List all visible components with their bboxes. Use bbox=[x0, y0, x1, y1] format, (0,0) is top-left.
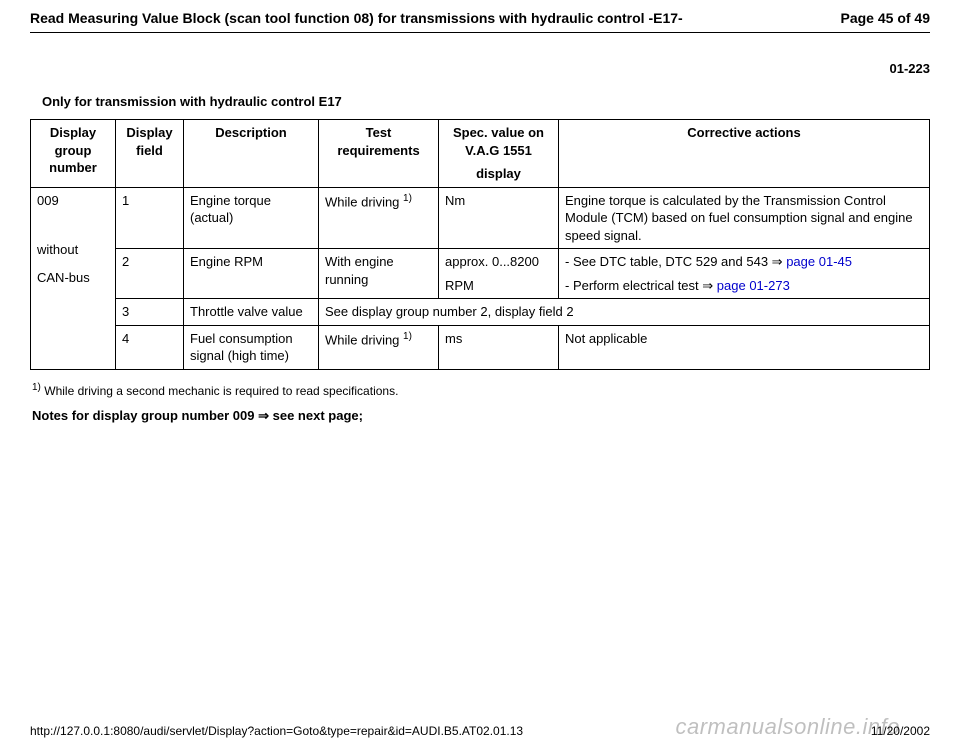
header-divider bbox=[30, 32, 930, 33]
description: Throttle valve value bbox=[184, 299, 319, 326]
group-line-1: 009 bbox=[37, 192, 109, 210]
test-sup: 1) bbox=[403, 193, 412, 204]
link-page-01-273[interactable]: page 01-273 bbox=[717, 278, 790, 293]
display-field: 1 bbox=[116, 187, 184, 249]
corr2-text: - Perform electrical test bbox=[565, 278, 702, 293]
col-header-field: Display field bbox=[116, 120, 184, 188]
spec-bot: RPM bbox=[445, 277, 552, 295]
spec-value: ms bbox=[439, 325, 559, 369]
corr-line-2: - Perform electrical test ⇒ page 01-273 bbox=[565, 277, 923, 295]
test-req: With engine running bbox=[319, 249, 439, 299]
page-indicator: Page 45 of 49 bbox=[841, 10, 931, 26]
spec-value: Nm bbox=[439, 187, 559, 249]
col-header-spec: Spec. value on V.A.G 1551 display bbox=[439, 120, 559, 188]
table-row: 2 Engine RPM With engine running approx.… bbox=[31, 249, 930, 299]
corrective-actions: - See DTC table, DTC 529 and 543 ⇒ page … bbox=[559, 249, 930, 299]
test-text: While driving bbox=[325, 332, 399, 347]
group-number-cell: 009 without CAN-bus bbox=[31, 187, 116, 369]
corr-line-1: - See DTC table, DTC 529 and 543 ⇒ page … bbox=[565, 253, 923, 271]
description: Engine RPM bbox=[184, 249, 319, 299]
table-row: 4 Fuel consumption signal (high time) Wh… bbox=[31, 325, 930, 369]
group-line-2: without bbox=[37, 241, 109, 259]
spec-value: approx. 0...8200 RPM bbox=[439, 249, 559, 299]
corrective-actions: Engine torque is calculated by the Trans… bbox=[559, 187, 930, 249]
arrow-icon: ⇒ bbox=[258, 408, 269, 423]
link-page-01-45[interactable]: page 01-45 bbox=[786, 254, 852, 269]
span-text: See display group number 2, display fiel… bbox=[319, 299, 930, 326]
section-title: Only for transmission with hydraulic con… bbox=[42, 94, 930, 109]
footer-url: http://127.0.0.1:8080/audi/servlet/Displ… bbox=[30, 724, 523, 738]
data-table: Display group number Display field Descr… bbox=[30, 119, 930, 370]
footer-date: 11/20/2002 bbox=[871, 724, 930, 738]
col-header-desc: Description bbox=[184, 120, 319, 188]
arrow-icon: ⇒ bbox=[772, 254, 783, 269]
test-text: While driving bbox=[325, 194, 399, 209]
display-field: 3 bbox=[116, 299, 184, 326]
display-field: 4 bbox=[116, 325, 184, 369]
col-header-spec-top: Spec. value on V.A.G 1551 bbox=[453, 125, 544, 158]
display-field: 2 bbox=[116, 249, 184, 299]
footnote-text: While driving a second mechanic is requi… bbox=[41, 384, 399, 398]
page-footer: http://127.0.0.1:8080/audi/servlet/Displ… bbox=[0, 724, 960, 738]
test-req: While driving 1) bbox=[319, 325, 439, 369]
page-code: 01-223 bbox=[30, 61, 930, 76]
footnote: 1) While driving a second mechanic is re… bbox=[32, 382, 930, 398]
group-line-3: CAN-bus bbox=[37, 269, 109, 287]
spec-top: approx. 0...8200 bbox=[445, 253, 552, 271]
description: Fuel consumption signal (high time) bbox=[184, 325, 319, 369]
table-header-row: Display group number Display field Descr… bbox=[31, 120, 930, 188]
notes-line: Notes for display group number 009 ⇒ see… bbox=[32, 408, 930, 424]
corrective-actions: Not applicable bbox=[559, 325, 930, 369]
notes-suffix: see next page; bbox=[269, 408, 363, 423]
corr1-text: - See DTC table, DTC 529 and 543 bbox=[565, 254, 772, 269]
page-header: Read Measuring Value Block (scan tool fu… bbox=[30, 10, 930, 32]
arrow-icon: ⇒ bbox=[702, 278, 713, 293]
table-row: 3 Throttle valve value See display group… bbox=[31, 299, 930, 326]
description: Engine torque (actual) bbox=[184, 187, 319, 249]
table-row: 009 without CAN-bus 1 Engine torque (act… bbox=[31, 187, 930, 249]
col-header-test: Test requirements bbox=[319, 120, 439, 188]
col-header-corr: Corrective actions bbox=[559, 120, 930, 188]
test-sup: 1) bbox=[403, 331, 412, 342]
notes-prefix: Notes for display group number 009 bbox=[32, 408, 258, 423]
col-header-group: Display group number bbox=[31, 120, 116, 188]
page-container: Read Measuring Value Block (scan tool fu… bbox=[0, 0, 960, 424]
col-header-spec-sub: display bbox=[445, 165, 552, 183]
doc-title: Read Measuring Value Block (scan tool fu… bbox=[30, 10, 683, 26]
footnote-sup: 1) bbox=[32, 382, 41, 393]
test-req: While driving 1) bbox=[319, 187, 439, 249]
